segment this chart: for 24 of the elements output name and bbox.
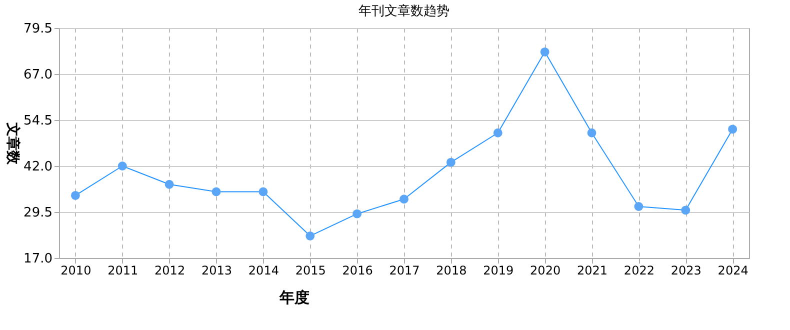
y-axis-title: 文章数 (4, 122, 22, 166)
x-tick-label: 2022 (624, 264, 654, 278)
x-axis-title: 年度 (278, 288, 310, 306)
y-tick-label: 17.0 (24, 252, 52, 266)
x-tick-label: 2014 (248, 264, 279, 278)
x-tick-label: 2023 (670, 264, 702, 278)
x-tick-label: 2021 (576, 264, 608, 278)
x-tick-label: 2017 (389, 264, 420, 278)
x-tick-label: 2013 (201, 264, 232, 278)
x-tick-label: 2020 (530, 264, 561, 278)
x-tick-label: 2010 (60, 264, 92, 278)
x-tick-label: 2011 (108, 264, 138, 278)
chart-title: 年刊文章数趋势 (358, 4, 450, 19)
x-tick-label: 2016 (342, 264, 373, 278)
y-tick-label: 79.5 (24, 22, 52, 36)
x-tick-label: 2012 (154, 264, 186, 278)
x-tick-label: 2024 (718, 264, 748, 278)
y-tick-label: 42.0 (24, 160, 52, 174)
x-tick-label: 2015 (295, 264, 326, 278)
x-tick-label: 2018 (436, 264, 467, 278)
y-tick-label: 29.5 (24, 206, 52, 220)
y-tick-label: 54.5 (24, 114, 52, 128)
x-tick-label: 2019 (483, 264, 514, 278)
y-tick-label: 67.0 (24, 68, 52, 82)
